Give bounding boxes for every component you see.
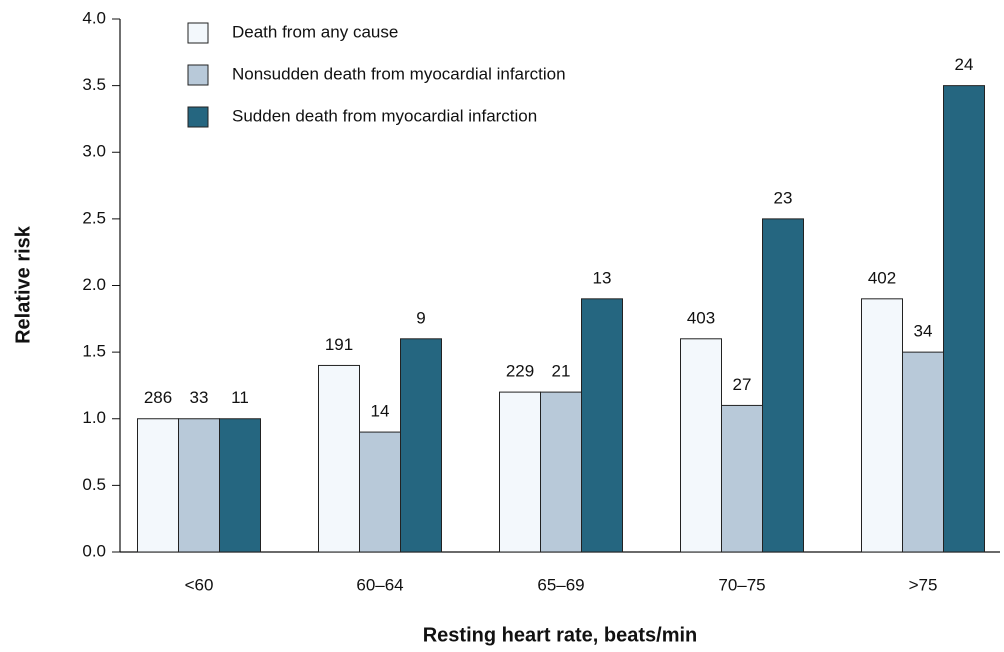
legend-swatch bbox=[187, 64, 209, 86]
bar-count-label: 14 bbox=[371, 402, 390, 421]
legend-swatch bbox=[187, 22, 209, 44]
y-tick-label: 4.0 bbox=[82, 8, 106, 27]
bar bbox=[902, 351, 944, 553]
bar-count-label: 13 bbox=[593, 268, 612, 287]
legend-label: Sudden death from myocardial infarction bbox=[232, 106, 537, 125]
y-tick-label: 3.0 bbox=[82, 142, 106, 161]
x-axis-title: Resting heart rate, beats/min bbox=[423, 624, 698, 646]
bar-count-label: 24 bbox=[955, 55, 974, 74]
bar bbox=[680, 338, 722, 553]
y-tick-label: 3.5 bbox=[82, 75, 106, 94]
bar bbox=[219, 418, 261, 553]
bar-count-label: 21 bbox=[552, 362, 571, 381]
bar-count-label: 33 bbox=[190, 388, 209, 407]
bar bbox=[943, 85, 985, 553]
bar-count-label: 23 bbox=[774, 188, 793, 207]
legend-swatch bbox=[187, 106, 209, 128]
bar bbox=[499, 391, 541, 553]
y-tick-label: 0.0 bbox=[82, 541, 106, 560]
y-tick-label: 2.5 bbox=[82, 208, 106, 227]
y-tick-label: 1.0 bbox=[82, 408, 106, 427]
x-tick-label: 60–64 bbox=[356, 575, 403, 594]
bar-count-label: 191 bbox=[325, 335, 353, 354]
y-tick-label: 2.0 bbox=[82, 275, 106, 294]
y-axis-title: Relative risk bbox=[12, 225, 34, 344]
bar bbox=[318, 364, 360, 553]
bar-count-label: 27 bbox=[733, 375, 752, 394]
bar bbox=[400, 338, 442, 553]
bar-count-label: 403 bbox=[687, 308, 715, 327]
bar-count-label: 402 bbox=[868, 268, 896, 287]
x-tick-label: >75 bbox=[909, 575, 938, 594]
bar-count-label: 9 bbox=[416, 308, 425, 327]
y-tick-label: 1.5 bbox=[82, 342, 106, 361]
bar bbox=[581, 298, 623, 553]
y-tick-label: 0.5 bbox=[82, 475, 106, 494]
bar bbox=[540, 391, 582, 553]
bar bbox=[359, 431, 401, 553]
x-tick-label: 65–69 bbox=[537, 575, 584, 594]
bar-count-label: 34 bbox=[914, 322, 933, 341]
x-tick-label: <60 bbox=[185, 575, 214, 594]
bar bbox=[178, 418, 220, 553]
bar bbox=[137, 418, 179, 553]
x-tick-label: 70–75 bbox=[718, 575, 765, 594]
bar-count-label: 11 bbox=[231, 388, 249, 407]
legend-label: Death from any cause bbox=[232, 22, 398, 41]
bar bbox=[861, 298, 903, 553]
bar bbox=[721, 404, 763, 553]
bar-count-label: 229 bbox=[506, 362, 534, 381]
bar-count-label: 286 bbox=[144, 388, 172, 407]
bar bbox=[762, 218, 804, 553]
legend-label: Nonsudden death from myocardial infarcti… bbox=[232, 64, 566, 83]
